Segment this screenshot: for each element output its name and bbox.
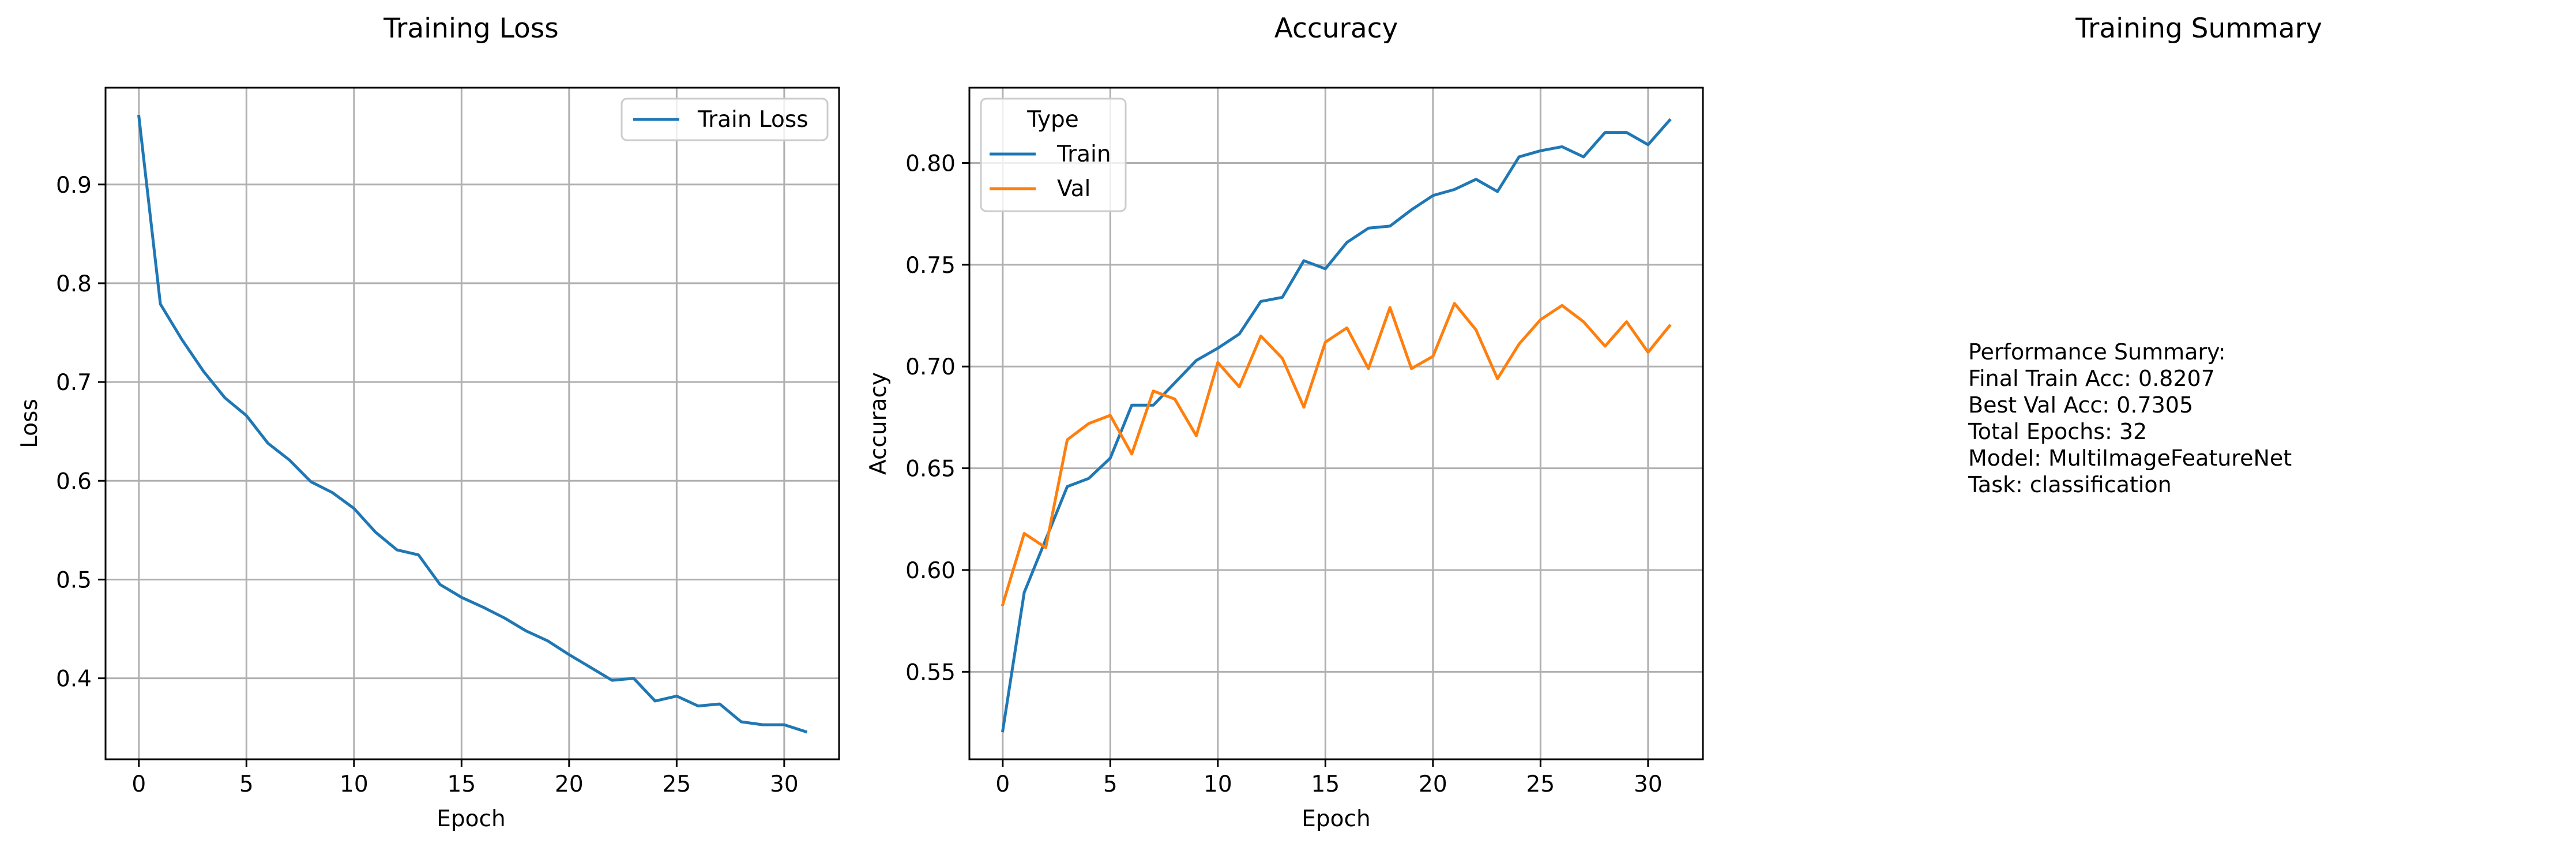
accuracy-y-tick-label: 0.65 [905, 456, 956, 482]
loss-x-tick-label: 15 [447, 771, 476, 797]
accuracy-plot-frame [968, 87, 1704, 760]
accuracy-x-tick-label: 20 [1419, 771, 1447, 797]
loss-x-tick-label: 20 [555, 771, 584, 797]
loss-x-tick-label: 5 [239, 771, 254, 797]
loss-y-tick-label: 0.7 [56, 370, 92, 396]
accuracy-x-tick-label: 5 [1103, 771, 1118, 797]
accuracy-legend-label-train: Train [1056, 141, 1111, 167]
accuracy-y-axis-label: Accuracy [866, 372, 892, 475]
loss-y-tick-label: 0.9 [56, 173, 92, 198]
accuracy-legend: Type Train Val [980, 98, 1127, 212]
accuracy-y-tick-label: 0.70 [905, 354, 956, 380]
accuracy-ticks: 0 5 10 15 20 25 30 0.55 0.60 0.65 0.70 0.75 0.80 [905, 151, 1663, 797]
summary-line-model: Model: MultiImageFeatureNet [1968, 445, 2292, 471]
loss-legend-box [621, 98, 829, 141]
loss-y-tick-label: 0.8 [56, 271, 92, 297]
accuracy-line-train [1001, 118, 1672, 733]
loss-x-tick-label: 10 [340, 771, 368, 797]
accuracy-x-tick-label: 10 [1204, 771, 1232, 797]
loss-x-tick-label: 0 [131, 771, 146, 797]
accuracy-y-tick-label: 0.60 [905, 558, 956, 584]
accuracy-series [1001, 118, 1672, 733]
summary-line-task: Task: classification [1968, 472, 2172, 497]
loss-x-tick-label: 30 [770, 771, 799, 797]
summary-line-total-epochs: Total Epochs: 32 [1968, 419, 2148, 444]
loss-legend-label-train-loss: Train Loss [697, 107, 808, 133]
accuracy-legend-label-val: Val [1057, 176, 1090, 202]
loss-chart-title: Training Loss [383, 13, 558, 44]
accuracy-x-axis-label: Epoch [1302, 806, 1370, 832]
loss-y-tick-label: 0.4 [56, 666, 92, 692]
loss-y-axis-label: Loss [17, 399, 43, 448]
summary-line-best-val-acc: Best Val Acc: 0.7305 [1968, 392, 2194, 418]
accuracy-x-tick-label: 0 [995, 771, 1010, 797]
summary-line-final-train-acc: Final Train Acc: 0.8207 [1968, 366, 2215, 391]
loss-line-train-loss [137, 114, 808, 734]
loss-y-tick-label: 0.6 [56, 469, 92, 494]
accuracy-y-tick-label: 0.55 [905, 659, 956, 685]
accuracy-x-tick-label: 15 [1311, 771, 1340, 797]
loss-x-tick-label: 25 [663, 771, 691, 797]
accuracy-line-val [1001, 302, 1672, 607]
accuracy-chart-title: Accuracy [1274, 13, 1398, 44]
summary-line-heading: Performance Summary: [1968, 339, 2226, 365]
accuracy-chart: Accuracy 0 5 10 15 20 25 30 0.55 0.60 0.65 0.70 0.7… [866, 13, 1704, 832]
accuracy-legend-title: Type [1026, 107, 1079, 133]
accuracy-x-tick-label: 30 [1634, 771, 1663, 797]
accuracy-x-tick-label: 25 [1526, 771, 1555, 797]
loss-ticks: 0 5 10 15 20 25 30 0.4 0.5 0.6 0.7 0.8 0.9 [56, 173, 799, 797]
accuracy-legend-box [980, 98, 1127, 212]
loss-plot-frame [104, 87, 840, 760]
accuracy-y-tick-label: 0.75 [905, 253, 956, 279]
loss-x-axis-label: Epoch [437, 806, 505, 832]
loss-gridlines [106, 88, 839, 759]
summary-panel-title: Training Summary [2075, 13, 2322, 44]
loss-chart: Training Loss 0 5 10 15 20 25 30 0.4 0.5 0.6 0.7 0.… [17, 13, 840, 832]
loss-series [137, 114, 808, 734]
loss-y-tick-label: 0.5 [56, 567, 92, 593]
loss-legend: Train Loss [621, 98, 829, 141]
accuracy-y-tick-label: 0.80 [905, 151, 956, 177]
